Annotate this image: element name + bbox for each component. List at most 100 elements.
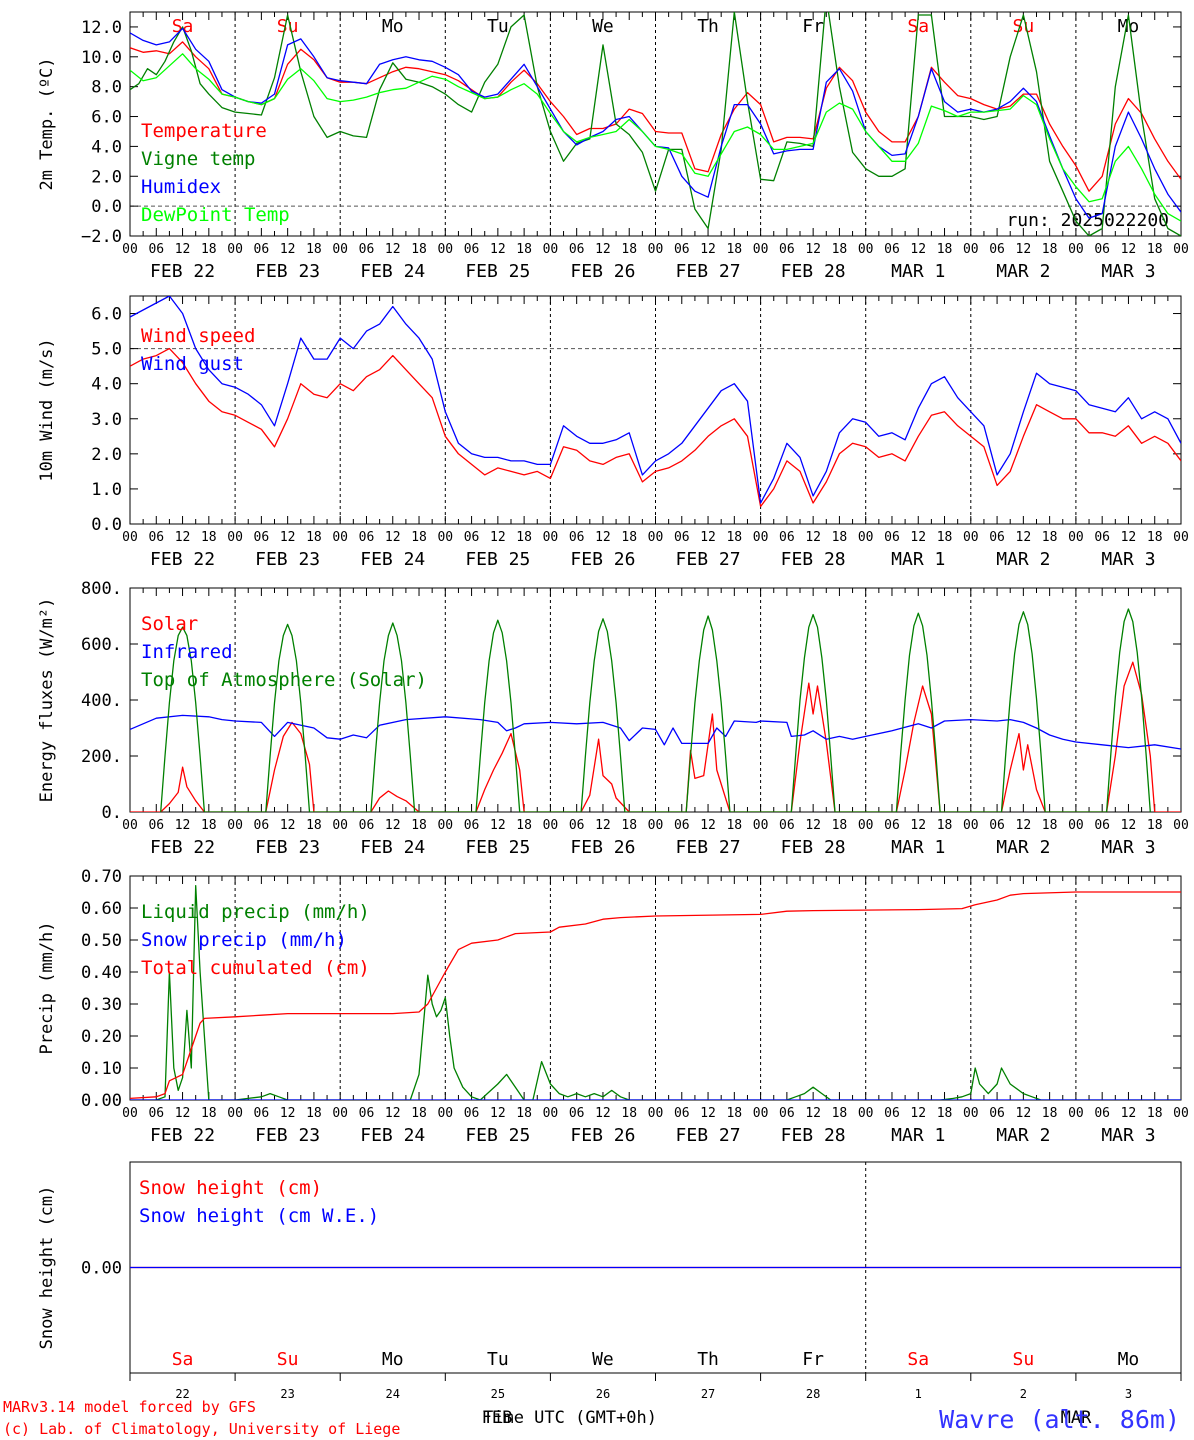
day-label: MAR 2 — [996, 549, 1050, 570]
day-label: FEB 25 — [465, 1125, 530, 1146]
hour-tick-label: 00 — [858, 242, 874, 257]
hour-tick-label: 06 — [254, 1106, 270, 1121]
hour-tick-label: 12 — [175, 1106, 191, 1121]
credit-line-2: (c) Lab. of Climatology, University of L… — [3, 1420, 400, 1438]
legend-entry: Solar — [141, 613, 198, 635]
hour-tick-label: 00 — [122, 1106, 138, 1121]
hour-tick-label: 12 — [700, 242, 716, 257]
weekday-label: Tu — [487, 1349, 509, 1370]
day-label: MAR 2 — [996, 261, 1050, 282]
hour-tick-label: 12 — [175, 818, 191, 833]
y-tick-label: 1.0 — [91, 480, 122, 500]
hour-tick-label: 00 — [963, 242, 979, 257]
weekday-label: Sa — [172, 1349, 194, 1370]
hour-tick-label: 12 — [1121, 242, 1137, 257]
y-tick-label: 400. — [81, 691, 122, 711]
panel-1: −2.0 0.0 2.0 4.0 6.0 8.0 10.0 12.0 2m Temp. (ºC)… — [37, 11, 1189, 282]
day-label: FEB 26 — [570, 1125, 635, 1146]
weekday-label: Mo — [1118, 1349, 1140, 1370]
day-label: FEB 22 — [150, 261, 215, 282]
day-label: FEB 26 — [570, 261, 635, 282]
hour-tick-label: 00 — [753, 530, 769, 545]
weekday-label: Tu — [487, 16, 509, 37]
series-line-3 — [160, 608, 1151, 812]
bottom-day-number: 28 — [806, 1387, 820, 1401]
hour-tick-label: 18 — [726, 818, 742, 833]
hour-tick-label: 00 — [227, 818, 243, 833]
hour-tick-label: 06 — [569, 530, 585, 545]
hour-tick-label: 06 — [989, 530, 1005, 545]
hour-tick-label: 12 — [175, 530, 191, 545]
hour-tick-label: 00 — [543, 1106, 559, 1121]
series-line-1 — [130, 661, 1181, 812]
hour-tick-label: 18 — [201, 530, 217, 545]
day-label: MAR 1 — [891, 837, 945, 858]
hour-tick-label: 00 — [858, 530, 874, 545]
hour-tick-label: 06 — [148, 818, 164, 833]
series-group — [130, 608, 1181, 812]
hour-tick-label: 06 — [779, 1106, 795, 1121]
legend-entry: Vigne temp — [141, 148, 255, 170]
bottom-day-number: 27 — [701, 1387, 715, 1401]
hour-tick-label: 18 — [201, 242, 217, 257]
legend-entry: Total cumulated (cm) — [141, 957, 370, 979]
hour-tick-label: 18 — [621, 530, 637, 545]
day-label: MAR 3 — [1101, 837, 1155, 858]
hour-tick-label: 06 — [359, 818, 375, 833]
hour-tick-label: 18 — [306, 242, 322, 257]
hour-tick-label: 00 — [122, 242, 138, 257]
hour-tick-label: 18 — [937, 818, 953, 833]
y-tick-label: 0.50 — [81, 931, 122, 951]
series-line-2 — [130, 12, 1181, 236]
hour-tick-label: 12 — [385, 530, 401, 545]
y-tick-label: 0.60 — [81, 899, 122, 919]
hour-tick-label: 06 — [989, 242, 1005, 257]
hour-tick-label: 06 — [359, 530, 375, 545]
hour-tick-label: 06 — [674, 530, 690, 545]
hour-tick-label: 06 — [359, 1106, 375, 1121]
day-label: FEB 27 — [676, 837, 741, 858]
panel-3: 0. 200. 400. 600. 800. Energy fluxes (W/m²) 00… — [37, 579, 1189, 858]
weekday-label: Th — [697, 16, 719, 37]
day-label: FEB 28 — [781, 1125, 846, 1146]
hour-tick-label: 12 — [805, 1106, 821, 1121]
bottom-day-number: 26 — [596, 1387, 610, 1401]
credit-line-1: MARv3.14 model forced by GFS — [3, 1398, 256, 1416]
hour-tick-label: 12 — [1016, 242, 1032, 257]
weekday-label: Th — [697, 1349, 719, 1370]
station-name: Wavre (alt. 86m) — [939, 1405, 1180, 1434]
hour-tick-label: 18 — [1147, 1106, 1163, 1121]
hour-tick-label: 00 — [1068, 242, 1084, 257]
series-line-2 — [130, 296, 1181, 504]
hour-tick-label: 00 — [437, 1106, 453, 1121]
hour-tick-label: 00 — [227, 242, 243, 257]
hour-tick-label: 06 — [464, 530, 480, 545]
weekday-label: Fr — [802, 1349, 824, 1370]
day-label: FEB 22 — [150, 837, 215, 858]
hour-tick-label: 18 — [937, 1106, 953, 1121]
y-tick-label: 10.0 — [81, 48, 122, 68]
day-label: FEB 25 — [465, 549, 530, 570]
hour-tick-label: 06 — [148, 530, 164, 545]
hour-tick-label: 12 — [1121, 818, 1137, 833]
hour-tick-label: 00 — [753, 818, 769, 833]
hour-tick-label: 06 — [254, 242, 270, 257]
hour-tick-label: 18 — [306, 1106, 322, 1121]
y-tick-label: 4.0 — [91, 137, 122, 157]
hour-tick-label: 06 — [464, 242, 480, 257]
hour-tick-label: 06 — [464, 1106, 480, 1121]
weekday-label: Mo — [382, 1349, 404, 1370]
hour-tick-label: 18 — [516, 818, 532, 833]
legend-entry: Humidex — [141, 176, 221, 198]
hour-tick-label: 00 — [437, 242, 453, 257]
hour-tick-label: 12 — [700, 530, 716, 545]
legend-entry: Liquid precip (mm/h) — [141, 901, 370, 923]
hour-tick-label: 18 — [1147, 530, 1163, 545]
series-group — [130, 296, 1181, 508]
day-label: MAR 1 — [891, 1125, 945, 1146]
day-label: FEB 28 — [781, 837, 846, 858]
hour-tick-label: 18 — [516, 530, 532, 545]
y-tick-label: 200. — [81, 747, 122, 767]
bottom-day-number: 2 — [1020, 1387, 1027, 1401]
hour-tick-label: 00 — [437, 530, 453, 545]
